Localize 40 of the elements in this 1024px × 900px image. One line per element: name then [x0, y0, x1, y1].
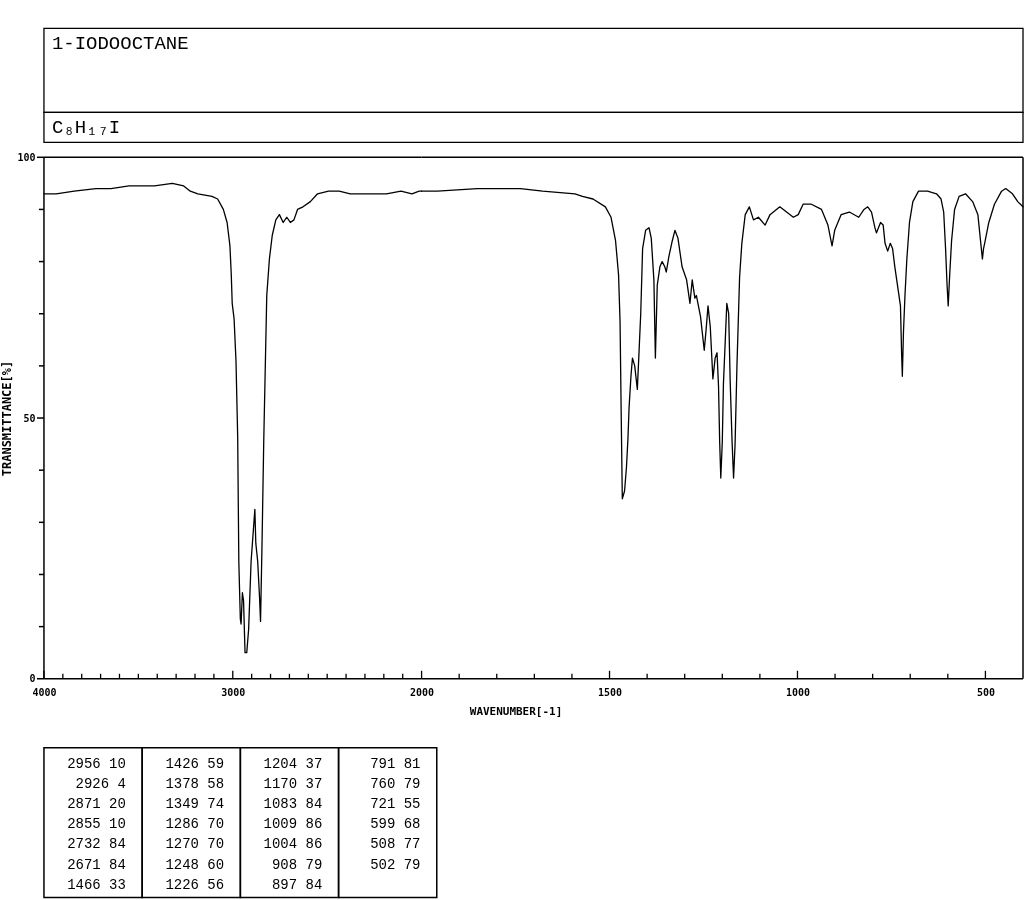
text: 1426 59: [165, 755, 225, 772]
text: 908 79: [271, 856, 323, 873]
text: 721 55: [370, 796, 421, 813]
x-tick-label: 1000: [785, 687, 810, 699]
text: 1286 70: [165, 816, 225, 833]
text: 1004 86: [263, 836, 323, 853]
y-tick-label: 100: [17, 151, 36, 163]
x-axis-title: WAVENUMBER[-1]: [469, 705, 563, 719]
text: 1466 33: [67, 876, 126, 893]
y-tick-label: 50: [23, 412, 36, 424]
x-tick-label: 2000: [410, 687, 435, 699]
text: 897 84: [271, 876, 323, 893]
text: 760 79: [370, 775, 421, 792]
text: 2956 10: [67, 755, 126, 772]
text: 1083 84: [263, 796, 323, 813]
text: 599 68: [370, 816, 421, 833]
text: 2671 84: [67, 856, 126, 873]
text: 1170 37: [263, 775, 323, 792]
text: 1378 58: [165, 775, 225, 792]
text: 2732 84: [67, 836, 126, 853]
text: 2855 10: [67, 816, 126, 833]
text: 1349 74: [165, 796, 225, 813]
text: 2926 4: [75, 775, 126, 792]
text: 1270 70: [165, 836, 225, 853]
text: 1204 37: [263, 755, 323, 772]
text: 2871 20: [67, 796, 126, 813]
text: 1248 60: [165, 856, 225, 873]
x-tick-label: 500: [976, 687, 995, 699]
text: 508 77: [370, 836, 421, 853]
y-axis-title: TRANSMITTANCE[%]: [0, 360, 15, 477]
chart-title: 1-IODOOCTANE: [51, 33, 189, 56]
x-tick-label: 4000: [32, 687, 57, 699]
text: 1226 56: [165, 876, 225, 893]
text: 502 79: [370, 856, 421, 873]
x-tick-label: 3000: [221, 687, 246, 699]
y-tick-label: 0: [29, 673, 36, 685]
chart-subtitle: C₈H₁₇I: [51, 117, 121, 140]
text: 791 81: [370, 755, 421, 772]
x-tick-label: 1500: [598, 687, 623, 699]
text: 1009 86: [263, 816, 323, 833]
